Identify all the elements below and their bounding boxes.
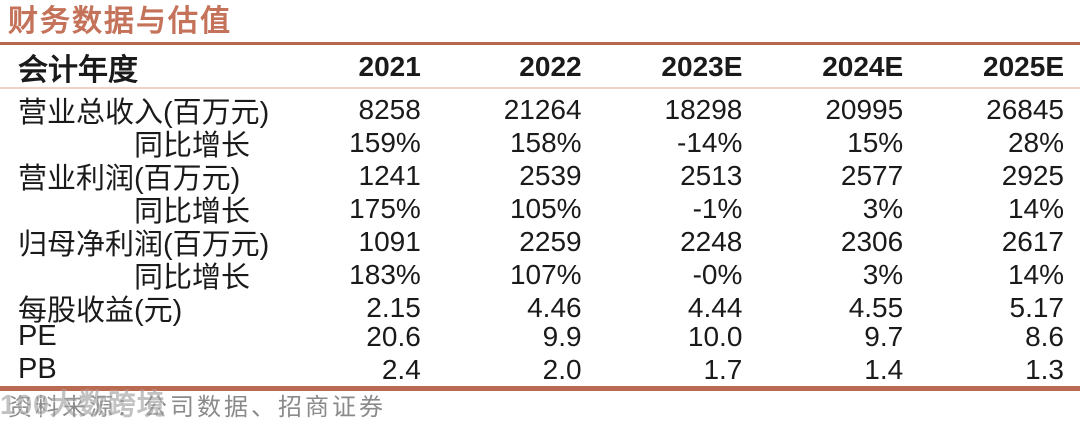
table-row-pe: PE 20.6 9.9 10.0 9.7 8.6 (0, 320, 1080, 353)
row-label: 同比增长 (133, 262, 250, 294)
cell-value: 14% (1007, 259, 1064, 290)
column-header-2022: 2022 (519, 51, 582, 82)
column-header-2024e: 2024E (822, 51, 904, 82)
cell-value: 4.55 (848, 292, 904, 323)
column-header-2023e: 2023E (661, 51, 743, 82)
cell-value: -1% (692, 193, 743, 224)
cell-value: 15% (847, 127, 904, 158)
cell-value: -14% (677, 127, 743, 158)
cell-value: 2539 (519, 160, 582, 191)
row-label: 归母净利润(百万元) (18, 229, 270, 261)
cell-value: 105% (509, 193, 582, 224)
row-label: PB (18, 353, 57, 385)
row-label: 营业总收入(百万元) (18, 97, 270, 129)
page-title: 财务数据与估值 (8, 5, 232, 38)
cell-value: 3% (862, 193, 904, 224)
cell-value: 107% (509, 259, 582, 290)
cell-value: 20995 (825, 94, 904, 125)
header-divider (0, 87, 1080, 89)
cell-value: 175% (349, 193, 421, 224)
table-row-net-profit: 归母净利润(百万元) 1091 2259 2248 2306 2617 (0, 221, 1080, 261)
cell-value: 1091 (358, 226, 421, 257)
row-label: 同比增长 (133, 196, 250, 228)
cell-value: 183% (349, 259, 421, 290)
cell-value: 3% (862, 259, 904, 290)
cell-value: 1.7 (703, 353, 743, 385)
column-header-2021: 2021 (358, 51, 421, 82)
table-row-revenue-yoy-growth: 同比增长 159% 158% -14% 15% 28% (0, 122, 1080, 162)
cell-value: 9.7 (864, 320, 904, 352)
cell-value: 20.6 (366, 320, 421, 352)
row-label: 同比增长 (133, 130, 250, 162)
cell-value: 2577 (840, 160, 904, 191)
cell-value: 28% (1007, 127, 1064, 158)
cell-value: 2306 (840, 226, 904, 257)
table-row-operating-profit: 营业利润(百万元) 1241 2539 2513 2577 2925 (0, 155, 1080, 195)
cell-value: 4.44 (687, 292, 743, 323)
column-header-2025e: 2025E (983, 51, 1064, 82)
cell-value: 4.46 (527, 292, 582, 323)
table-row-pb: PB 2.4 2.0 1.7 1.4 1.3 (0, 353, 1080, 386)
cell-value: 2259 (519, 226, 582, 257)
cell-value: 1.3 (1025, 353, 1064, 385)
table-bottom-divider (0, 386, 1080, 391)
row-label: 每股收益(元) (18, 295, 183, 327)
table-row-eps: 每股收益(元) 2.15 4.46 4.44 4.55 5.17 (0, 287, 1080, 327)
title-divider (0, 42, 1080, 45)
column-header-fiscal-year: 会计年度 (18, 54, 138, 87)
cell-value: 10.0 (687, 320, 743, 352)
source-note: 资料来源：公司数据、招商证券 (8, 394, 386, 421)
table-row-total-revenue: 营业总收入(百万元) 8258 21264 18298 20995 26845 (0, 89, 1080, 129)
cell-value: 158% (509, 127, 582, 158)
table-row-net-profit-yoy-growth: 同比增长 183% 107% -0% 3% 14% (0, 254, 1080, 294)
cell-value: 2.15 (366, 292, 421, 323)
cell-value: 2.0 (542, 353, 582, 385)
cell-value: 2.4 (381, 353, 421, 385)
row-label: 营业利润(百万元) (18, 163, 241, 195)
cell-value: 2617 (1001, 226, 1064, 257)
cell-value: -0% (692, 259, 743, 290)
cell-value: 1241 (358, 160, 421, 191)
cell-value: 26845 (986, 94, 1064, 125)
cell-value: 8258 (358, 94, 421, 125)
cell-value: 1.4 (864, 353, 904, 385)
cell-value: 9.9 (542, 320, 582, 352)
cell-value: 14% (1007, 193, 1064, 224)
row-label: PE (18, 320, 57, 352)
cell-value: 2513 (680, 160, 743, 191)
cell-value: 159% (349, 127, 421, 158)
table-row-operating-profit-yoy-growth: 同比增长 175% 105% -1% 3% 14% (0, 188, 1080, 228)
cell-value: 21264 (503, 94, 582, 125)
table-header-row: 会计年度 2021 2022 2023E 2024E 2025E (0, 45, 1080, 87)
cell-value: 18298 (664, 94, 743, 125)
cell-value: 5.17 (1009, 292, 1065, 323)
cell-value: 8.6 (1025, 320, 1064, 352)
cell-value: 2248 (680, 226, 743, 257)
cell-value: 2925 (1001, 160, 1064, 191)
